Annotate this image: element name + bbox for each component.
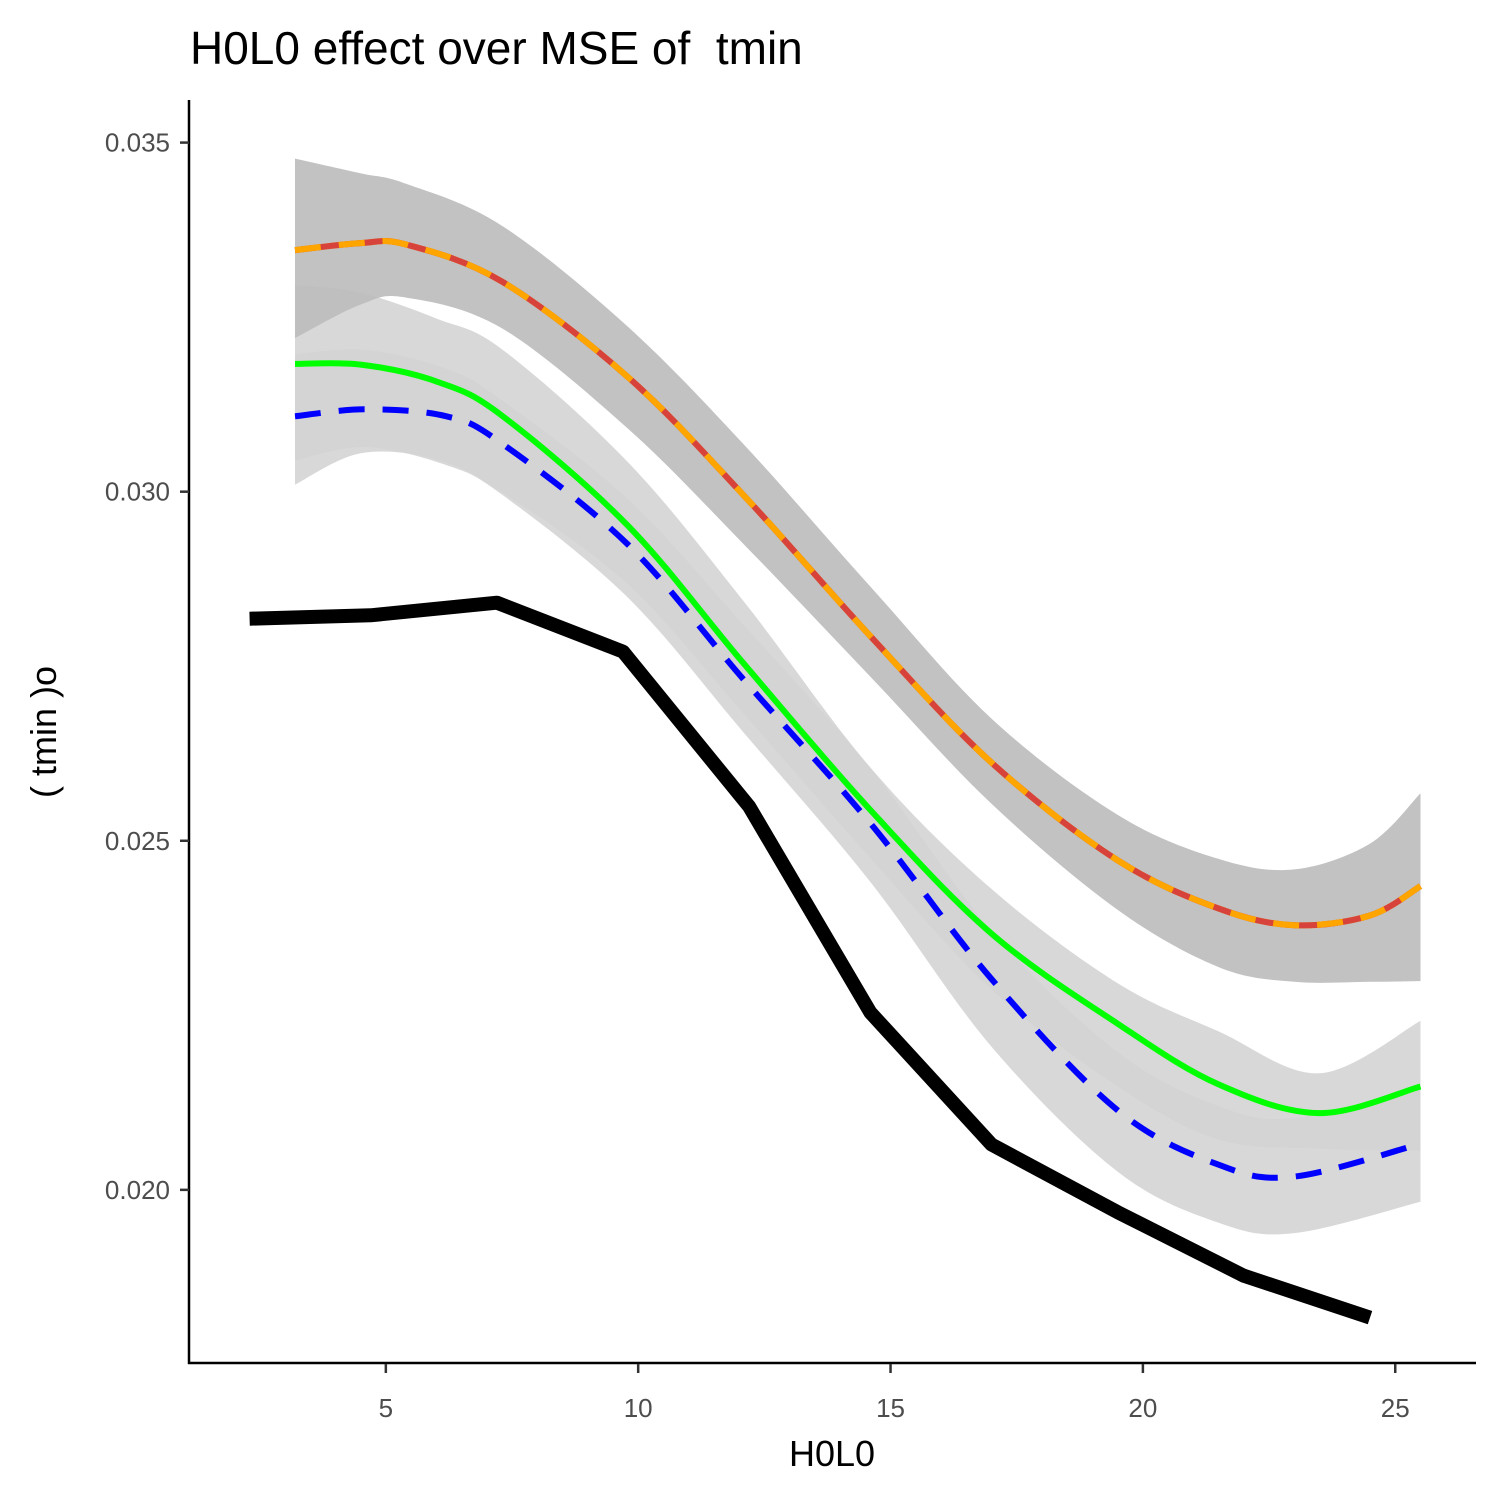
- x-tick-label: 15: [876, 1393, 905, 1423]
- x-tick-label: 25: [1381, 1393, 1410, 1423]
- x-axis-title: H0L0: [789, 1433, 875, 1474]
- series-lines: [249, 238, 1423, 1325]
- series-line-orange-dashes: [294, 238, 1423, 929]
- series-line-1: [249, 595, 1373, 1325]
- axis-ticks: 5 10 15 20 25 0.020 0.025 0.030 0.035: [105, 128, 1410, 1423]
- y-tick-label: 0.035: [105, 128, 170, 158]
- y-tick-label: 0.030: [105, 477, 170, 507]
- y-tick-label: 0.020: [105, 1175, 170, 1205]
- x-tick-label: 5: [379, 1393, 393, 1423]
- axes: [187, 100, 1476, 1365]
- y-tick-label: 0.025: [105, 826, 170, 856]
- chart-title: H0L0 effect over MSE of tmin: [190, 22, 803, 74]
- series-line-4: [294, 360, 1422, 1117]
- y-axis-title: ( tmin )o: [23, 666, 64, 798]
- series-line-5: [294, 406, 1422, 1181]
- x-tick-label: 20: [1128, 1393, 1157, 1423]
- x-tick-label: 10: [624, 1393, 653, 1423]
- confidence-band-3: [295, 158, 1421, 983]
